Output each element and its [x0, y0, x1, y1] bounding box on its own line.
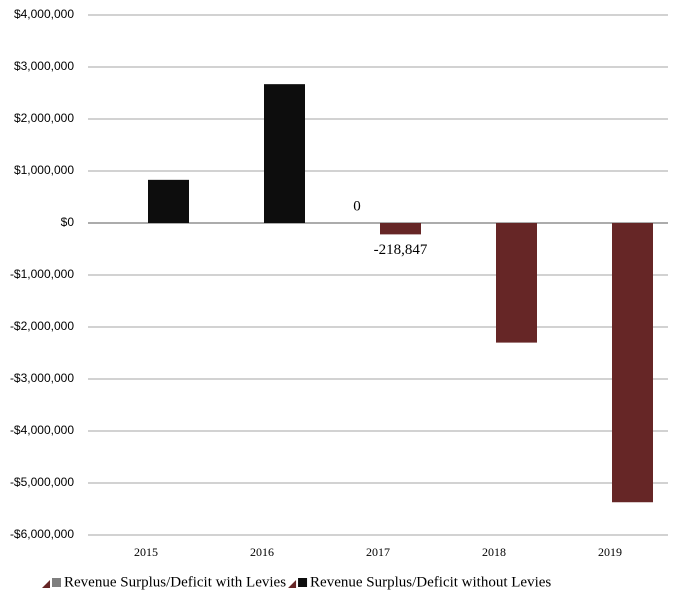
y-tick-label: -$2,000,000	[10, 319, 74, 333]
bar	[148, 179, 189, 223]
x-tick-label: 2019	[598, 545, 622, 559]
bar	[264, 84, 305, 223]
bar	[612, 223, 653, 503]
legend-marker	[298, 578, 308, 587]
y-tick-label: $1,000,000	[14, 163, 74, 177]
y-tick-label: -$1,000,000	[10, 267, 74, 281]
legend-marker-decoration	[42, 580, 50, 588]
x-tick-label: 2016	[250, 545, 274, 559]
legend-marker	[52, 578, 61, 587]
legend-label: Revenue Surplus/Deficit with Levies	[64, 574, 286, 590]
y-tick-label: $0	[61, 215, 75, 229]
data-label: 0	[353, 198, 361, 214]
bar	[496, 223, 537, 343]
y-tick-label: -$5,000,000	[10, 475, 74, 489]
y-tick-label: -$6,000,000	[10, 527, 74, 541]
y-tick-label: $3,000,000	[14, 59, 74, 73]
legend-label: Revenue Surplus/Deficit without Levies	[310, 574, 551, 590]
data-label: -218,847	[374, 242, 428, 258]
x-tick-label: 2018	[482, 545, 506, 559]
y-tick-label: $4,000,000	[14, 7, 74, 21]
x-tick-label: 2015	[134, 545, 158, 559]
y-tick-label: $2,000,000	[14, 111, 74, 125]
y-tick-label: -$3,000,000	[10, 371, 74, 385]
bar	[380, 223, 421, 235]
legend-marker-decoration	[288, 580, 297, 588]
y-tick-label: -$4,000,000	[10, 423, 74, 437]
x-tick-label: 2017	[366, 545, 390, 559]
